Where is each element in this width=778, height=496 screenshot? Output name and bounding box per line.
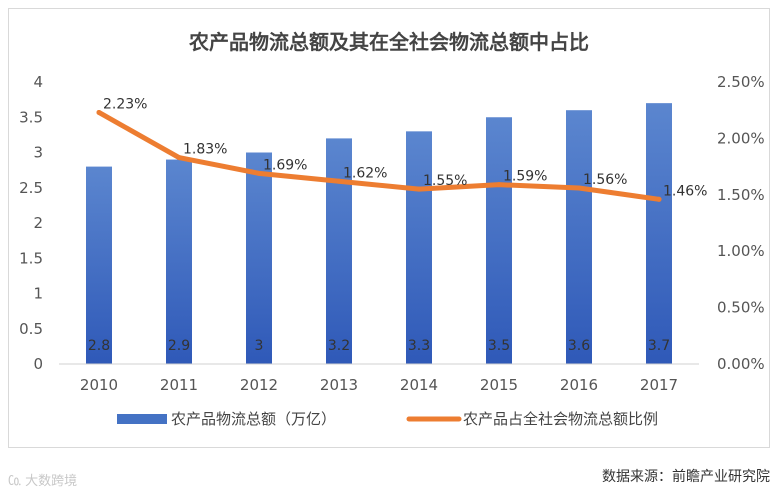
y-left-tick-label: 3 bbox=[33, 144, 43, 162]
line-point bbox=[496, 182, 502, 188]
bar-data-label: 3 bbox=[255, 338, 264, 354]
line-data-label: 1.69% bbox=[263, 157, 307, 173]
line-point bbox=[176, 155, 182, 161]
x-tick-label: 2015 bbox=[480, 376, 518, 394]
bar-data-label: 3.6 bbox=[568, 338, 590, 354]
y-right-tick-label: 1.50% bbox=[717, 186, 765, 204]
legend-line-label: 农产品占全社会物流总额比例 bbox=[463, 410, 658, 428]
line-data-label: 2.23% bbox=[103, 96, 147, 112]
watermark-text: 大数跨境 bbox=[25, 474, 78, 489]
line-point bbox=[256, 170, 262, 176]
bar bbox=[406, 131, 432, 364]
legend-bar-swatch bbox=[117, 414, 167, 424]
combo-chart: 农产品物流总额及其在全社会物流总额中占比 0 0.5 1 1.5 2 2.5 3 3.5 4 0.0… bbox=[19, 30, 765, 428]
bar-data-label: 3.7 bbox=[648, 338, 670, 354]
chart-title: 农产品物流总额及其在全社会物流总额中占比 bbox=[188, 30, 589, 54]
line-point bbox=[336, 178, 342, 184]
bar bbox=[246, 152, 272, 364]
bar-data-label: 2.9 bbox=[168, 338, 190, 354]
line-point bbox=[656, 196, 662, 202]
y-left-tick-label: 2.5 bbox=[19, 179, 43, 197]
line-point bbox=[416, 186, 422, 192]
bar bbox=[166, 159, 192, 364]
y-left-tick-label: 1.5 bbox=[19, 249, 43, 267]
bar-data-label: 3.3 bbox=[408, 338, 430, 354]
y-left-tick-label: 4 bbox=[33, 73, 43, 91]
watermark-icon: ㏇ bbox=[8, 474, 26, 489]
bar-data-label: 2.8 bbox=[88, 338, 110, 354]
chart-frame: 农产品物流总额及其在全社会物流总额中占比 0 0.5 1 1.5 2 2.5 3 3.5 4 0.0… bbox=[8, 8, 770, 448]
line-data-label: 1.55% bbox=[423, 173, 467, 189]
data-source-note: 数据来源：前瞻产业研究院 bbox=[602, 469, 770, 485]
bar-data-label: 3.2 bbox=[328, 338, 350, 354]
x-tick-label: 2017 bbox=[640, 376, 678, 394]
line-data-label: 1.46% bbox=[663, 183, 707, 199]
line-data-label: 1.62% bbox=[343, 165, 387, 181]
x-tick-label: 2016 bbox=[560, 376, 598, 394]
y-right-tick-label: 2.00% bbox=[717, 129, 765, 147]
y-right-tick-label: 0.50% bbox=[717, 299, 765, 317]
y-left-tick-label: 0 bbox=[33, 355, 43, 373]
line-data-label: 1.83% bbox=[183, 142, 227, 158]
y-right-tick-label: 1.00% bbox=[717, 242, 765, 260]
x-tick-label: 2013 bbox=[320, 376, 358, 394]
watermark: ㏇ 大数跨境 bbox=[8, 470, 77, 489]
bar-data-label: 3.5 bbox=[488, 338, 510, 354]
y-right-tick-label: 2.50% bbox=[717, 73, 765, 91]
line-series bbox=[96, 109, 662, 202]
y-left-tick-label: 1 bbox=[33, 285, 43, 303]
line-point bbox=[576, 185, 582, 191]
y-left-tick-label: 0.5 bbox=[19, 320, 43, 338]
bar bbox=[646, 103, 672, 365]
bar bbox=[86, 166, 112, 364]
x-tick-label: 2010 bbox=[80, 376, 118, 394]
bar bbox=[566, 110, 592, 364]
bar bbox=[486, 117, 512, 364]
x-tick-label: 2011 bbox=[160, 376, 198, 394]
legend-bar-label: 农产品物流总额（万亿） bbox=[171, 410, 336, 428]
x-tick-label: 2014 bbox=[400, 376, 438, 394]
y-left-tick-label: 2 bbox=[33, 214, 43, 232]
y-left-tick-label: 3.5 bbox=[19, 108, 43, 126]
line-data-label: 1.59% bbox=[503, 169, 547, 185]
line-point bbox=[96, 109, 102, 115]
y-right-tick-label: 0.00% bbox=[717, 355, 765, 373]
line-data-label: 1.56% bbox=[583, 172, 627, 188]
x-tick-label: 2012 bbox=[240, 376, 278, 394]
bar bbox=[326, 138, 352, 364]
